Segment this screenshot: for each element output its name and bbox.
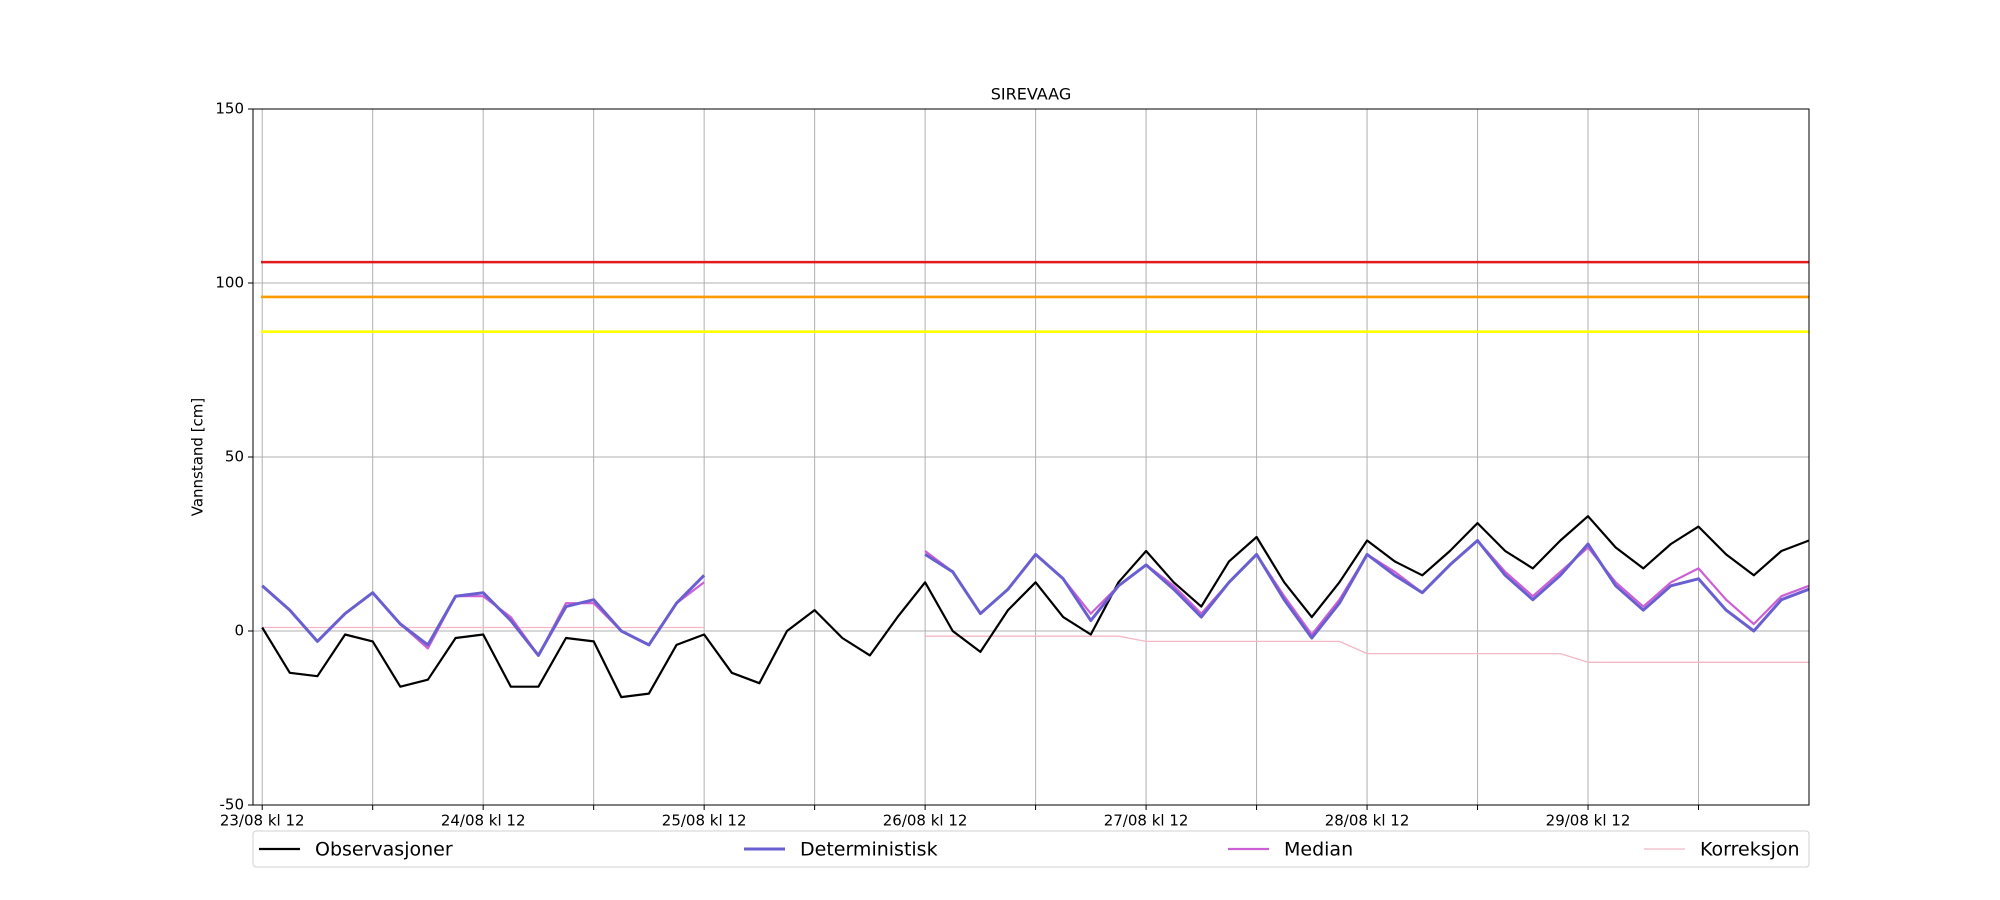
y-tick-label: -50 [220, 796, 245, 814]
chart-title: SIREVAAG [991, 85, 1071, 104]
legend-box [252, 830, 1810, 868]
legend-label: Deterministisk [800, 839, 938, 861]
y-tick-label: 50 [225, 448, 244, 466]
y-tick-label: 0 [234, 622, 244, 640]
y-tick-label: 100 [215, 274, 244, 292]
x-tick-label: 28/08 kl 12 [1325, 812, 1410, 830]
series-line [261, 515, 1810, 699]
x-tick-label: 25/08 kl 12 [662, 812, 747, 830]
plot-frame [252, 108, 1810, 806]
x-tick-label: 23/08 kl 12 [220, 812, 305, 830]
legend-label: Korreksjon [1700, 839, 1800, 861]
series-line [261, 539, 1810, 657]
y-axis-label: Vannstand [cm] [189, 398, 207, 517]
x-tick-label: 27/08 kl 12 [1104, 812, 1189, 830]
legend-label: Observasjoner [315, 839, 453, 861]
x-tick-label: 29/08 kl 12 [1546, 812, 1631, 830]
x-tick-label: 26/08 kl 12 [883, 812, 968, 830]
series-line [262, 626, 1809, 663]
legend-label: Median [1284, 839, 1353, 861]
x-tick-label: 24/08 kl 12 [441, 812, 526, 830]
y-tick-label: 150 [215, 100, 244, 118]
